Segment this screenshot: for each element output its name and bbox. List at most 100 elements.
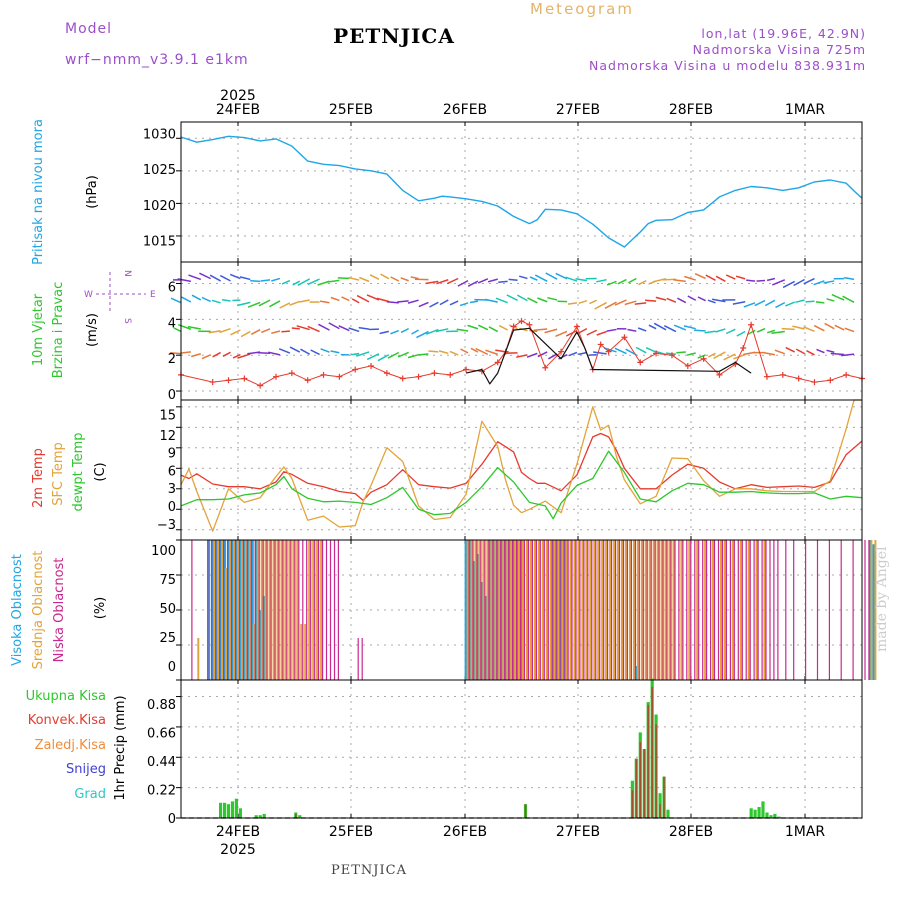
wind-arrow xyxy=(687,295,697,301)
wind-arrow xyxy=(725,328,736,335)
wind-gust-marker xyxy=(621,334,628,341)
wind-arrow xyxy=(831,293,845,301)
legend-total-rain: Ukupna Kisa xyxy=(26,689,106,704)
wind-arrow xyxy=(704,330,716,334)
wind-gust-marker xyxy=(605,348,612,355)
wind-gust-marker xyxy=(257,382,264,389)
wind-gust-marker xyxy=(304,377,311,384)
wind-arrow xyxy=(307,325,320,333)
wind-arrow xyxy=(637,327,647,332)
precip-convective-bar xyxy=(655,724,657,818)
wind-arrow xyxy=(596,330,607,336)
wind-arrow xyxy=(676,351,686,354)
wind-arrow xyxy=(841,353,855,357)
elevation-readout: Nadmorska Visina 725m xyxy=(693,42,866,57)
wind-arrow xyxy=(348,276,360,281)
wind-arrow xyxy=(815,301,825,304)
model-elevation-readout: Nadmorska Visina u modelu 838.931m xyxy=(589,58,866,73)
wind-arrow xyxy=(544,328,558,334)
wind-arrow xyxy=(258,299,271,307)
wind-arrow xyxy=(320,348,330,353)
precip-total-bar xyxy=(769,815,773,818)
wind-arrow xyxy=(645,299,657,302)
wind-arrow xyxy=(379,330,390,335)
cloud-axis-label: Niska Oblacnost xyxy=(52,558,67,663)
wind-arrow xyxy=(548,353,558,360)
cloud-axis-label: Visoka Oblacnost xyxy=(10,554,25,666)
wind-marks xyxy=(169,272,865,389)
wind-gust-marker xyxy=(668,352,675,359)
wind-arrow xyxy=(359,276,370,283)
precip-convective-bar xyxy=(524,804,527,818)
cloud-panel: 100 75 50 25 0 Visoka Oblacnost Srednja … xyxy=(10,539,877,681)
temperature-dewpoint-line xyxy=(180,450,863,520)
wind-arrow xyxy=(487,278,498,283)
wind-arrow xyxy=(387,351,400,359)
bottom-day-label: 1MAR xyxy=(785,824,826,840)
precipitation-tick-label: 0 xyxy=(168,812,176,827)
wind-arrow xyxy=(477,278,489,284)
wind-gust-marker xyxy=(811,379,818,386)
wind-arrow xyxy=(568,351,578,357)
wind-arrow xyxy=(653,322,667,331)
precip-total-bar xyxy=(757,807,761,818)
wind-arrow xyxy=(240,330,251,338)
top-day-label: 25FEB xyxy=(329,102,373,118)
wind-arrow xyxy=(614,299,627,306)
wind-arrow xyxy=(803,326,815,332)
wind-gust-marker xyxy=(431,370,438,377)
top-day-label: 27FEB xyxy=(556,102,600,118)
precip-total-bar xyxy=(230,801,235,818)
temperature-tick-label: 12 xyxy=(159,429,176,444)
wind-arrow xyxy=(723,353,736,361)
pressure-tick-label: 1015 xyxy=(143,234,176,249)
wind-gust-marker xyxy=(447,371,454,378)
wind-gust-marker xyxy=(597,341,604,348)
pressure-axis-label: Pritisak na nivou mora xyxy=(31,119,46,265)
wind-arrow xyxy=(239,276,251,281)
wind-gust-marker xyxy=(368,362,375,369)
wind-arrow xyxy=(665,352,676,356)
wind-arrow xyxy=(781,327,795,331)
wind-arrow xyxy=(805,300,815,303)
precip-convective-bar xyxy=(659,804,661,818)
wind-arrow xyxy=(397,300,409,303)
wind-arrow xyxy=(495,297,508,304)
wind-gust-marker xyxy=(558,348,565,355)
precip-convective-bar xyxy=(643,749,645,818)
wind-arrow xyxy=(715,328,726,333)
wind-arrow xyxy=(711,298,726,303)
wind-arrow xyxy=(627,328,637,332)
temperature-marks xyxy=(180,399,863,532)
precip-total-bar xyxy=(761,801,765,818)
wind-gust-marker xyxy=(399,375,406,382)
cloud-tick-label: 50 xyxy=(159,602,176,617)
pressure-grid xyxy=(176,122,862,262)
wind-arrow xyxy=(386,301,399,304)
wind-arrow xyxy=(428,350,439,353)
wind-arrow xyxy=(533,328,548,331)
wind-gust-marker xyxy=(653,350,660,357)
wind-arrow xyxy=(529,329,538,333)
wind-arrow xyxy=(823,280,835,284)
wind-arrow xyxy=(269,300,281,308)
precipitation-tick-label: 0.22 xyxy=(147,784,176,799)
wind-arrow xyxy=(506,294,518,302)
wind-arrow xyxy=(673,278,686,283)
wind-arrow xyxy=(713,351,726,360)
wind-arrow xyxy=(417,353,429,356)
wind-arrow xyxy=(826,349,835,353)
wind-tick-label: 2 xyxy=(168,352,176,367)
precip-total-bar xyxy=(234,798,238,818)
wind-arrow xyxy=(247,301,261,308)
wind-gust-marker xyxy=(225,377,232,384)
wind-arrow xyxy=(358,326,370,330)
precip-total-bar xyxy=(219,802,223,818)
wind-arrow xyxy=(763,352,776,356)
wind-arrow xyxy=(785,346,796,353)
wind-arrow xyxy=(766,277,776,282)
wind-panel: 6 4 2 0 10m Vjetar Brzina i Pravac (m/s)… xyxy=(31,261,865,403)
wind-arrow xyxy=(376,297,390,303)
wind-arrow xyxy=(438,350,449,355)
wind-arrow xyxy=(318,323,330,331)
